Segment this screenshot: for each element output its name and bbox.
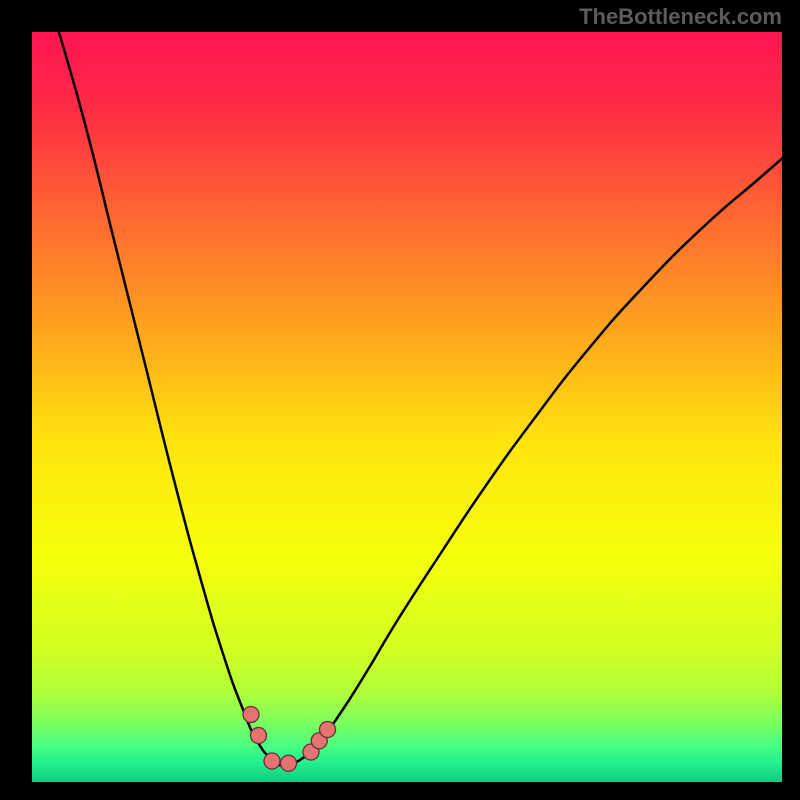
marker-group [243,707,336,772]
watermark-text: TheBottleneck.com [579,4,782,30]
chart-curve-layer [32,32,782,782]
data-marker [320,722,336,738]
data-marker [251,728,267,744]
data-marker [281,755,297,771]
data-marker [264,753,280,769]
data-marker [243,707,259,723]
bottleneck-curve [55,32,783,766]
chart-plot-area [32,32,782,782]
